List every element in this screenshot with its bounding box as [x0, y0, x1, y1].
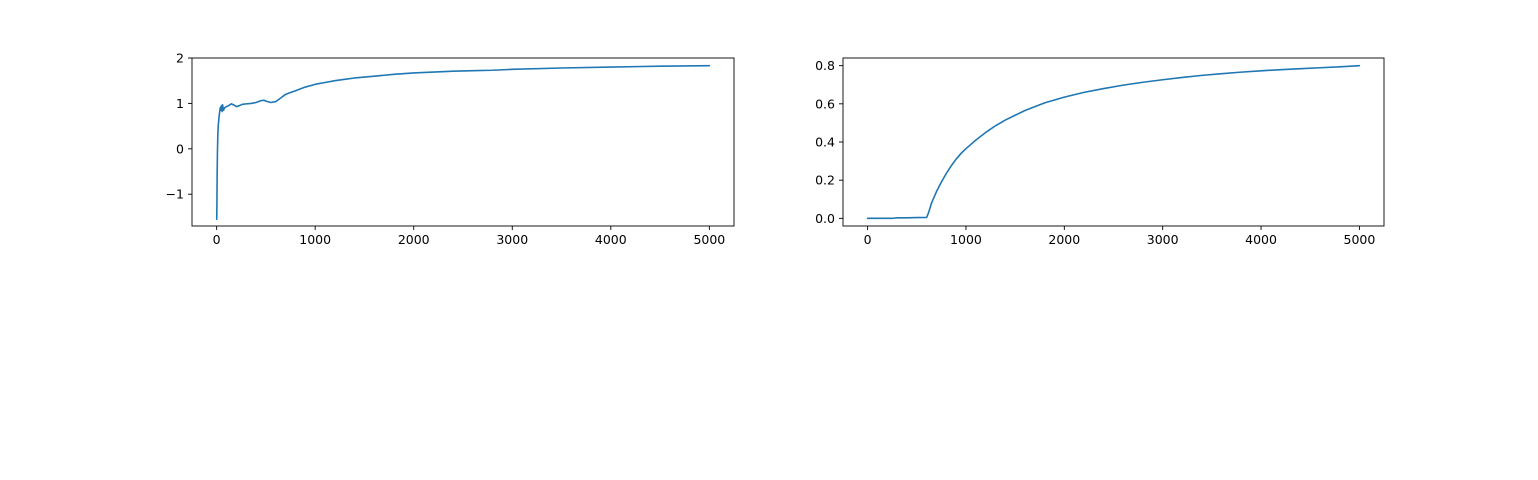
- y-tick-label: 0.6: [815, 96, 835, 111]
- y-tick-label: 0: [176, 141, 184, 156]
- y-tick-label: 0.0: [815, 211, 835, 226]
- chart-right: 0 1000 2000 3000 4000 5000 0.0 0.2 0.4 0.6 0.8: [815, 57, 1385, 247]
- x-tick-label: 0: [864, 232, 872, 247]
- x-tick-label: 5000: [1344, 232, 1376, 247]
- x-tick-label: 1000: [299, 232, 331, 247]
- series-line-0: [215, 64, 711, 220]
- y-tick-label: 0.4: [815, 135, 835, 150]
- y-tick-label: 1: [176, 96, 184, 111]
- x-tick-label: 0: [213, 232, 221, 247]
- x-tick-label: 5000: [693, 232, 725, 247]
- x-tick-label: 4000: [1245, 232, 1277, 247]
- x-tick-label: 2000: [1048, 232, 1080, 247]
- x-tick-label: 4000: [595, 232, 627, 247]
- y-tick-label: −1: [166, 187, 184, 202]
- x-tick-label: 2000: [398, 232, 430, 247]
- axes-frame: [191, 57, 735, 227]
- x-tick-label: 1000: [950, 232, 982, 247]
- series-line-0: [866, 64, 1361, 220]
- y-tick-label: 2: [176, 51, 184, 66]
- y-tick-label: 0.8: [815, 58, 835, 73]
- x-tick-label: 3000: [1147, 232, 1179, 247]
- chart-left: 0 1000 2000 3000 4000 5000 −1 0 1 2: [166, 51, 735, 247]
- x-tick-label: 3000: [496, 232, 528, 247]
- y-tick-label: 0.2: [815, 173, 835, 188]
